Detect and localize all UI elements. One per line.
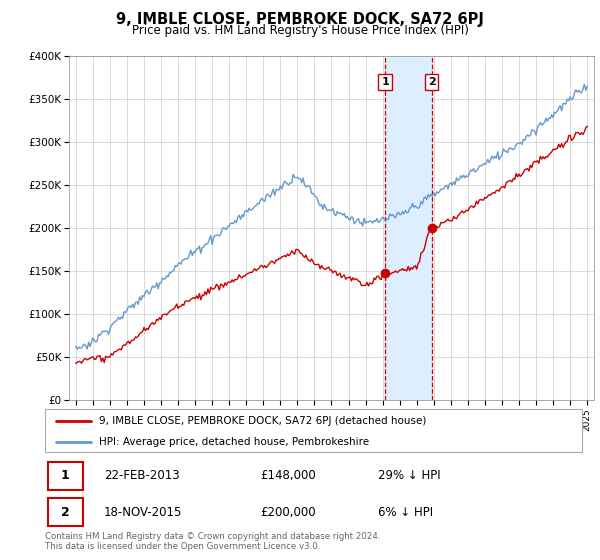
- Text: 2: 2: [428, 77, 436, 87]
- Text: 29% ↓ HPI: 29% ↓ HPI: [378, 469, 440, 482]
- Text: Contains HM Land Registry data © Crown copyright and database right 2024.
This d: Contains HM Land Registry data © Crown c…: [45, 532, 380, 552]
- Text: £200,000: £200,000: [260, 506, 316, 519]
- Text: 22-FEB-2013: 22-FEB-2013: [104, 469, 179, 482]
- Text: 1: 1: [61, 469, 70, 482]
- Text: 6% ↓ HPI: 6% ↓ HPI: [378, 506, 433, 519]
- Text: £148,000: £148,000: [260, 469, 316, 482]
- FancyBboxPatch shape: [47, 461, 83, 489]
- Text: Price paid vs. HM Land Registry's House Price Index (HPI): Price paid vs. HM Land Registry's House …: [131, 24, 469, 36]
- Text: 2: 2: [61, 506, 70, 519]
- Text: 1: 1: [381, 77, 389, 87]
- Text: 9, IMBLE CLOSE, PEMBROKE DOCK, SA72 6PJ (detached house): 9, IMBLE CLOSE, PEMBROKE DOCK, SA72 6PJ …: [98, 416, 426, 426]
- FancyBboxPatch shape: [45, 409, 582, 452]
- FancyBboxPatch shape: [47, 498, 83, 526]
- Text: HPI: Average price, detached house, Pembrokeshire: HPI: Average price, detached house, Pemb…: [98, 437, 369, 446]
- Text: 18-NOV-2015: 18-NOV-2015: [104, 506, 182, 519]
- Bar: [385, 56, 432, 400]
- Text: 9, IMBLE CLOSE, PEMBROKE DOCK, SA72 6PJ: 9, IMBLE CLOSE, PEMBROKE DOCK, SA72 6PJ: [116, 12, 484, 27]
